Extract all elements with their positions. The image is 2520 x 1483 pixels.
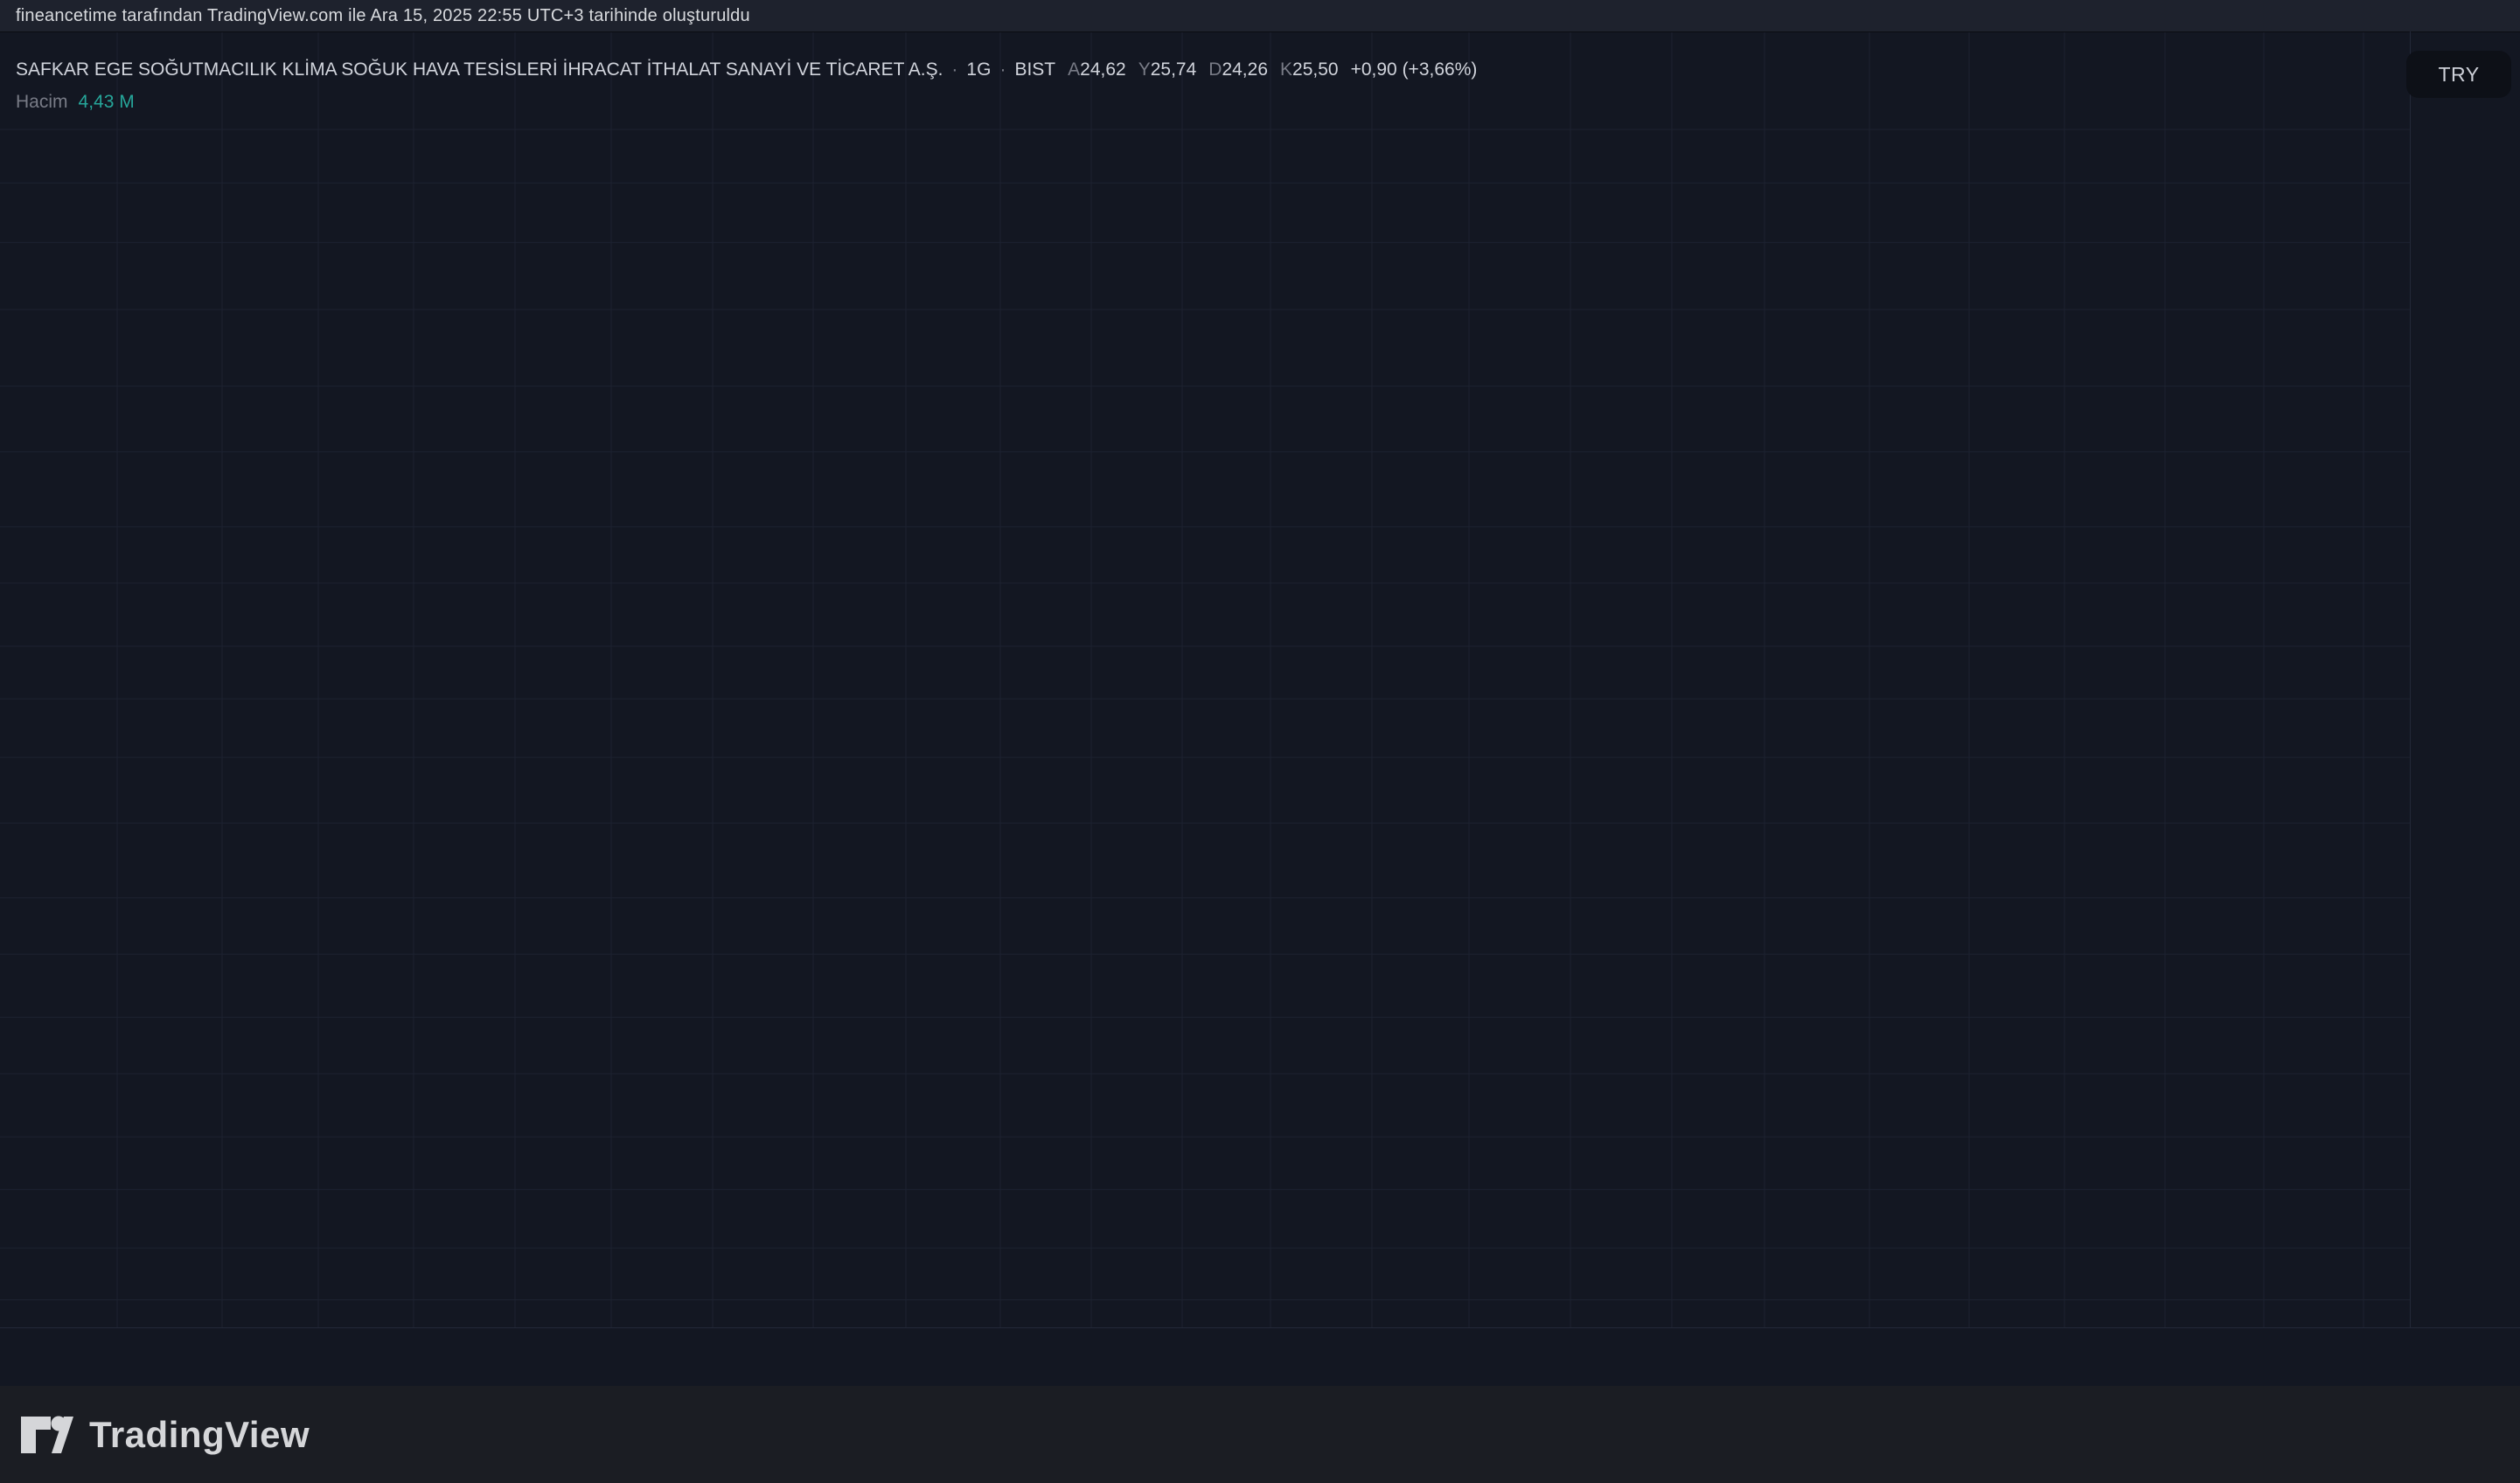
volume-row: Hacim 4,43 M	[16, 92, 1477, 113]
price-axis[interactable]	[2410, 31, 2520, 1327]
chart-legend[interactable]: SAFKAR EGE SOĞUTMACILIK KLİMA SOĞUK HAVA…	[16, 59, 1477, 113]
footer-bar: TradingView	[0, 1386, 2520, 1483]
separator: ·	[951, 59, 958, 80]
attribution-bar: fineancetime tarafından TradingView.com …	[0, 0, 2520, 32]
tradingview-logo[interactable]: TradingView	[19, 1414, 310, 1456]
interval-label: 1G	[966, 59, 992, 80]
currency-button[interactable]: TRY	[2406, 51, 2511, 98]
close-value: K25,50	[1280, 59, 1339, 80]
symbol-row: SAFKAR EGE SOĞUTMACILIK KLİMA SOĞUK HAVA…	[16, 59, 1477, 80]
grid-lines	[0, 32, 2410, 1327]
volume-value: 4,43 M	[78, 92, 135, 112]
volume-label: Hacim	[16, 92, 68, 112]
attribution-text: fineancetime tarafından TradingView.com …	[16, 5, 750, 25]
exchange-label: BIST	[1014, 59, 1056, 80]
time-axis[interactable]	[0, 1327, 2520, 1367]
open-value: A24,62	[1068, 59, 1126, 80]
change-value: +0,90 (+3,66%)	[1350, 59, 1478, 80]
separator: ·	[999, 59, 1006, 80]
high-value: Y25,74	[1138, 59, 1197, 80]
symbol-title: SAFKAR EGE SOĞUTMACILIK KLİMA SOĞUK HAVA…	[16, 59, 943, 80]
tradingview-logo-icon	[21, 1416, 73, 1453]
tradingview-logo-text: TradingView	[89, 1413, 310, 1455]
low-value: D24,26	[1208, 59, 1269, 80]
